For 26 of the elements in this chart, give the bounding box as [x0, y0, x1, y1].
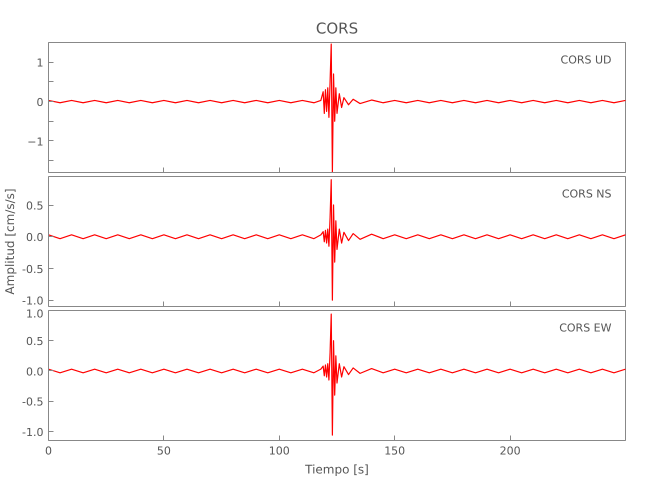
y-tick-label: 0.5	[26, 200, 44, 213]
y-tick-label: 0	[36, 96, 44, 110]
chart-title: CORS	[316, 20, 358, 38]
y-tick-label: −1	[27, 135, 44, 148]
x-tick-label: 100	[268, 444, 290, 458]
x-axis-title: Tiempo [s]	[304, 462, 369, 476]
x-tick-label: 200	[500, 444, 521, 458]
y-tick-label: 1	[36, 56, 44, 70]
annotation: CORS NS	[562, 188, 612, 200]
x-tick-label: 0	[45, 444, 52, 458]
y-tick-label: 0.0	[26, 231, 44, 244]
annotation: CORS UD	[560, 54, 612, 66]
x-tick-label: 50	[156, 444, 171, 458]
line-series	[48, 179, 626, 301]
annotation: CORS EW	[559, 322, 612, 334]
line-series	[48, 314, 626, 436]
y-tick-label: -1.0	[22, 294, 44, 308]
y-tick-label: 1.0	[26, 308, 44, 320]
y-tick-label: -0.5	[22, 396, 44, 409]
y-tick-label: 0.0	[26, 365, 44, 378]
x-tick-label: 150	[384, 444, 406, 458]
y-tick-label: -0.5	[22, 262, 44, 276]
y-tick-label: -1.0	[22, 426, 44, 439]
y-axis-title: Amplitud [cm/s/s]	[3, 188, 18, 295]
y-tick-label: 0.5	[26, 335, 44, 348]
line-series	[48, 43, 626, 172]
